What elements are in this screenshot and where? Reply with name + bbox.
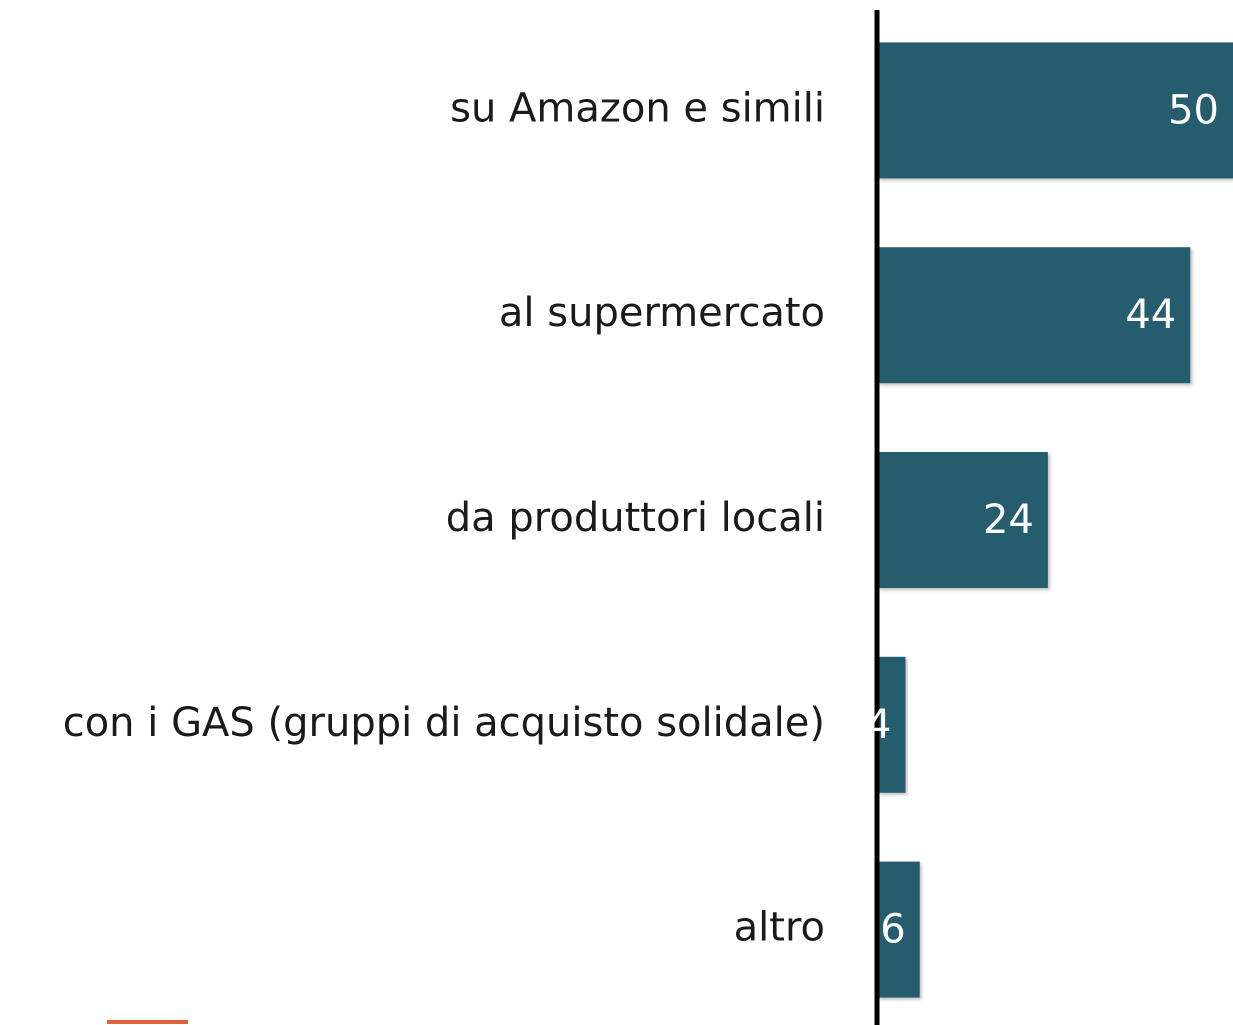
value-label: 24 — [983, 497, 1034, 543]
category-label: su Amazon e simili — [450, 85, 825, 131]
bar — [877, 42, 1233, 179]
category-label: al supermercato — [499, 290, 825, 336]
bar — [877, 247, 1191, 384]
labels: su Amazon e simili 50 al supermercato 44 da … — [63, 85, 1219, 952]
value-label: 6 — [880, 907, 905, 953]
category-label: con i GAS (gruppi di acquisto solidale) — [63, 700, 825, 746]
category-label: da produttori locali — [446, 495, 825, 541]
category-label: altro — [734, 905, 825, 951]
bar — [877, 452, 1048, 588]
value-label: 50 — [1168, 87, 1219, 133]
bar — [877, 656, 906, 793]
bar — [877, 861, 920, 998]
value-label: 4 — [866, 702, 891, 748]
value-label: 44 — [1125, 292, 1176, 338]
bars — [877, 42, 1233, 998]
